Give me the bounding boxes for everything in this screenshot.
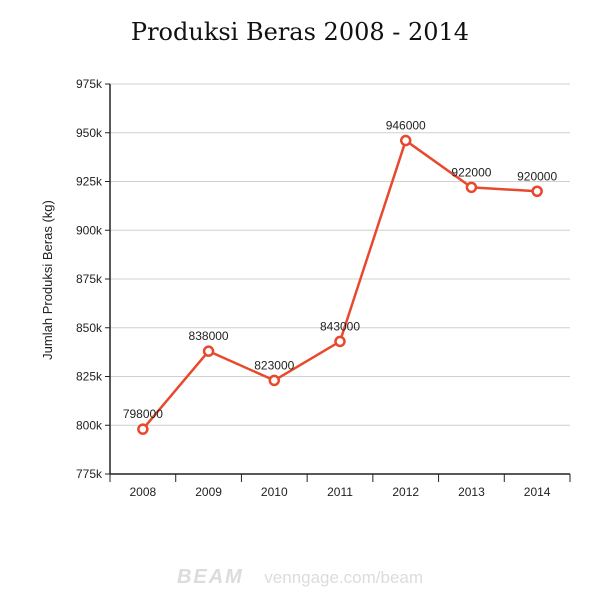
y-tick-label: 925k — [76, 175, 103, 189]
data-label: 922000 — [451, 165, 491, 179]
data-labels: 798000 838000 823000 843000 946000 922000 9200… — [123, 119, 558, 422]
x-tick-label: 2008 — [130, 485, 157, 499]
y-tick-label: 775k — [76, 467, 103, 481]
series-line — [141, 139, 538, 430]
x-tick-label: 2014 — [524, 485, 551, 499]
y-tick-label: 800k — [76, 418, 103, 432]
footer-link[interactable]: venngage.com/beam — [264, 568, 424, 587]
data-point[interactable] — [399, 134, 412, 147]
x-tick-label: 2011 — [327, 485, 353, 499]
y-tick-label: 825k — [76, 370, 103, 384]
grid-lines — [110, 83, 570, 426]
data-label: 920000 — [517, 169, 557, 183]
y-tick-labels: 775k 800k 825k 850k 875k 900k 925k 950k 975k — [76, 77, 103, 481]
y-tick-label: 900k — [76, 223, 103, 237]
data-label: 823000 — [254, 358, 294, 372]
data-point[interactable] — [202, 345, 215, 357]
footer: BEAM venngage.com/beam — [0, 566, 600, 589]
data-point[interactable] — [334, 335, 346, 348]
y-tick-label: 850k — [76, 321, 103, 335]
data-label: 946000 — [386, 119, 426, 133]
x-tick-label: 2012 — [392, 485, 419, 499]
axes — [105, 83, 571, 482]
data-point[interactable] — [137, 423, 149, 435]
x-tick-label: 2013 — [458, 485, 485, 499]
x-tick-labels: 2008 2009 2010 2011 2012 2013 2014 — [130, 485, 551, 499]
chart-title: Produksi Beras 2008 - 2014 — [130, 18, 470, 46]
x-tick-label: 2009 — [195, 485, 222, 499]
data-label: 838000 — [189, 329, 229, 343]
data-point[interactable] — [268, 374, 281, 387]
y-tick-label: 875k — [76, 272, 103, 286]
y-tick-label: 975k — [76, 77, 103, 91]
data-point[interactable] — [531, 185, 543, 197]
series-production — [137, 134, 543, 435]
y-tick-label: 950k — [76, 126, 103, 140]
brand-logo: BEAM — [176, 566, 244, 588]
data-point[interactable] — [465, 181, 478, 194]
data-label: 798000 — [123, 407, 163, 421]
x-tick-label: 2010 — [261, 485, 288, 499]
y-axis-title: Jumlah Produksi Beras (kg) — [40, 200, 55, 360]
data-label: 843000 — [320, 319, 360, 333]
